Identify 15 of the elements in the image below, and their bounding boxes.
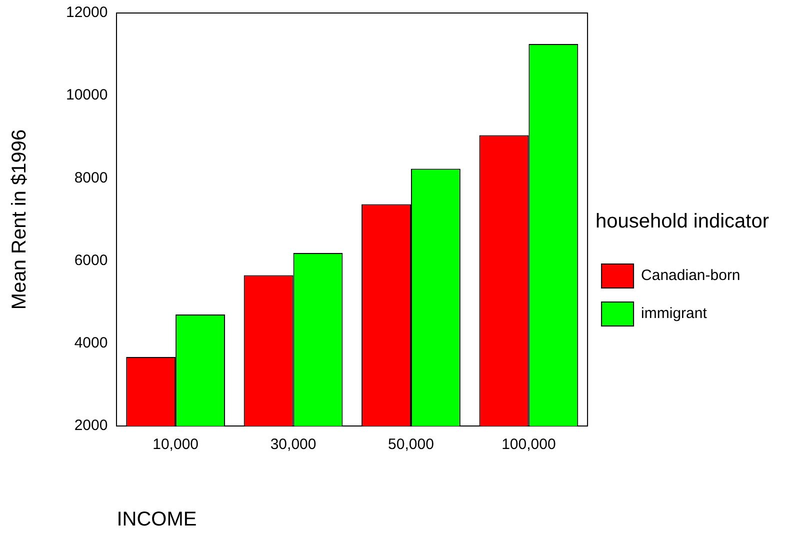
legend-title: household indicator bbox=[596, 210, 770, 233]
legend-label: Canadian-born bbox=[641, 267, 740, 284]
y-tick-label: 10000 bbox=[66, 86, 108, 104]
y-tick-label: 8000 bbox=[74, 169, 108, 186]
y-tick-label: 4000 bbox=[74, 334, 108, 352]
legend-label: immigrant bbox=[641, 305, 708, 322]
y-axis-title: Mean Rent in $1996 bbox=[8, 129, 31, 310]
x-tick-label: 50,000 bbox=[388, 436, 434, 454]
x-tick-label: 100,000 bbox=[502, 436, 556, 454]
x-tick-label: 10,000 bbox=[152, 436, 199, 454]
y-tick-label: 12000 bbox=[66, 4, 108, 22]
x-tick-label: 30,000 bbox=[270, 436, 316, 454]
y-tick-label: 2000 bbox=[74, 417, 108, 434]
y-tick-label: 6000 bbox=[74, 252, 108, 269]
x-axis-title: INCOME bbox=[116, 508, 197, 531]
